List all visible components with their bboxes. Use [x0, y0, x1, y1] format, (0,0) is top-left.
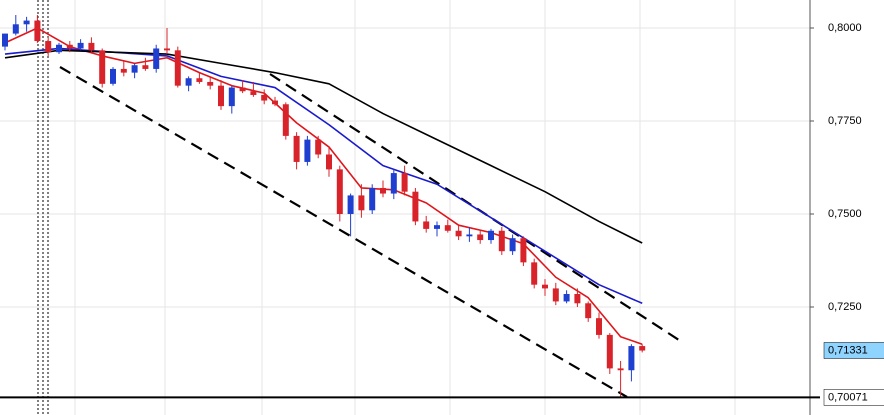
moving-averages	[4, 27, 643, 345]
candle-body	[261, 94, 268, 101]
trend-line	[59, 66, 628, 398]
candle-body	[34, 20, 41, 42]
candle-body	[45, 41, 52, 53]
candle-body	[66, 44, 73, 49]
candle-body	[347, 195, 354, 215]
candle-body	[131, 65, 138, 73]
price-label: 0,70071	[828, 391, 868, 403]
candle-body	[110, 68, 116, 84]
trend-line	[269, 73, 683, 343]
candle-body	[185, 78, 192, 86]
candle-body	[56, 44, 62, 53]
candle-body	[531, 262, 538, 285]
session-markers	[37, 0, 49, 415]
y-tick-label: 0,7750	[828, 115, 862, 127]
candle-body	[585, 303, 592, 319]
candle-body	[488, 230, 494, 241]
candle-body	[401, 173, 408, 192]
candle-body	[412, 191, 419, 222]
candle-body	[228, 87, 235, 107]
candle-body	[574, 293, 581, 304]
candle-body	[498, 230, 505, 252]
candle-body	[218, 85, 224, 107]
candle-body	[390, 173, 397, 194]
candle-body	[196, 78, 203, 82]
candle-body	[358, 195, 365, 211]
moving-average	[4, 27, 643, 345]
candle-body	[563, 293, 570, 302]
candle-body	[304, 139, 311, 162]
price-label-box	[823, 342, 884, 359]
candle-body	[23, 20, 30, 25]
candle-body	[88, 42, 95, 51]
candle-body	[336, 169, 343, 215]
candle-body	[120, 68, 127, 73]
y-tick-label: 0,7250	[828, 301, 862, 313]
candle-body	[423, 221, 430, 229]
price-label-box	[823, 389, 884, 406]
candle-body	[153, 48, 160, 69]
candle-body	[369, 187, 376, 211]
candle-body	[477, 234, 484, 241]
candle-body	[639, 346, 646, 351]
candle-body	[455, 230, 462, 237]
price-axis: 0,8000 0,7750 0,7500 0,7250	[810, 22, 862, 313]
candle-body	[542, 284, 548, 289]
candle-body	[2, 33, 8, 47]
candle-body	[434, 225, 440, 229]
trend-lines	[59, 66, 683, 398]
price-label: 0,71331	[828, 344, 868, 356]
candle-body	[207, 81, 214, 86]
candle-body	[293, 135, 300, 162]
candle-body	[164, 48, 170, 51]
candle-body	[606, 334, 613, 369]
grid	[0, 27, 810, 308]
candle-body	[617, 368, 624, 371]
candle-body	[282, 104, 289, 136]
candle-body	[380, 187, 386, 194]
candle-body	[628, 346, 635, 371]
candle-body	[552, 288, 559, 302]
candle-body	[272, 100, 278, 105]
candle-body	[520, 238, 527, 263]
candle-body	[250, 91, 257, 95]
candles	[2, 14, 646, 398]
candle-body	[444, 225, 451, 231]
candle-body	[12, 24, 19, 34]
candle-body	[315, 139, 322, 155]
y-tick-label: 0,8000	[828, 22, 862, 34]
candle-body	[466, 234, 473, 237]
candle-body	[239, 87, 246, 92]
candle-body	[77, 42, 84, 49]
y-tick-label: 0,7500	[828, 208, 862, 220]
candle-body	[142, 65, 149, 69]
moving-average	[4, 49, 643, 244]
candle-body	[99, 50, 106, 84]
vertical-grid	[74, 0, 736, 415]
candle-body	[596, 318, 602, 335]
candle-body	[509, 238, 516, 252]
candle-body	[174, 50, 181, 86]
candle-body	[326, 154, 332, 170]
